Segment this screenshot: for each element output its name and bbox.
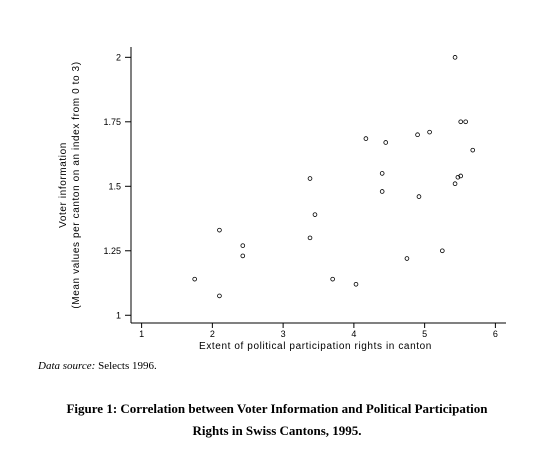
data-point [312,212,318,217]
data-source-text: Selects 1996. [95,360,157,372]
data-point [240,253,246,259]
y-tick-label: 2 [116,52,121,62]
data-point [383,140,389,145]
data-point [363,136,369,141]
x-tick-label: 5 [422,329,427,339]
data-point [458,173,464,179]
data-source-label: Data source: [38,360,96,372]
y-axis-label: Voter information [58,142,69,228]
data-point [217,293,222,299]
data-point [379,189,385,194]
y-tick-label: 1 [116,310,121,320]
data-point [330,276,335,282]
data-point [379,171,385,176]
data-point [458,119,464,125]
data-point [470,147,476,153]
data-point [404,256,410,261]
x-tick-label: 3 [281,329,286,339]
x-tick-label: 1 [139,329,144,339]
data-point [452,55,458,60]
data-points [192,55,476,299]
figure-caption-line-1: Figure 1: Correlation between Voter Info… [66,401,488,416]
data-point [427,129,432,135]
data-point [415,132,420,138]
x-tick-label: 2 [210,329,215,339]
y-tick-label: 1.5 [108,181,121,191]
data-point [463,119,468,125]
axes: 1 1.25 1.5 1.75 2 1 2 3 4 5 6 [103,47,506,339]
data-point [217,227,222,233]
data-point [307,235,313,241]
data-point [192,276,197,282]
x-tick-label: 4 [351,329,356,339]
data-point [353,282,359,287]
data-point [240,243,246,248]
data-point [440,248,445,254]
x-axis-label: Extent of political participation rights… [199,341,432,352]
data-point [307,176,313,181]
x-tick-label: 6 [493,329,498,339]
y-axis-sublabel: (Mean values per canton on an index from… [71,61,82,308]
data-point [452,181,458,187]
y-tick-label: 1.25 [103,246,121,256]
data-point [416,194,422,199]
figure-caption-line-2: Rights in Swiss Cantons, 1995. [192,423,362,438]
y-tick-label: 1.75 [103,117,121,127]
data-source-note: Data source: Selects 1996. [38,360,157,372]
